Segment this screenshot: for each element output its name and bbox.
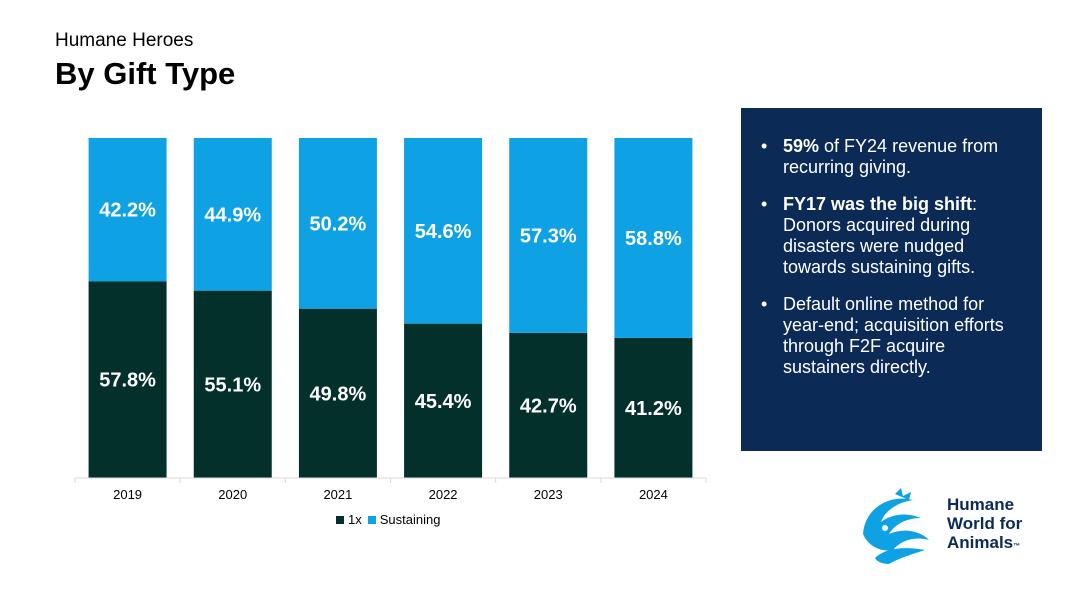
data-label-sustaining-2024: 58.8% bbox=[625, 228, 682, 250]
insight-bullet-3: Default online method for year-end; acqu… bbox=[759, 294, 1028, 378]
insight-text-3: Default online method for year-end; acqu… bbox=[783, 294, 1004, 377]
data-label-1x-2019: 57.8% bbox=[99, 370, 156, 392]
data-label-1x-2022: 45.4% bbox=[415, 391, 472, 413]
logo-line-3: Animals™ bbox=[947, 533, 1022, 556]
insight-text-1: of FY24 revenue from recurring giving. bbox=[783, 136, 999, 177]
bar-1x-2022 bbox=[404, 323, 483, 478]
data-label-sustaining-2023: 57.3% bbox=[520, 225, 577, 247]
x-tick-label-2024: 2024 bbox=[639, 487, 668, 502]
legend-item-sustaining: Sustaining bbox=[367, 512, 441, 527]
logo-line-2: World for bbox=[947, 514, 1023, 533]
x-tick-label-2019: 2019 bbox=[113, 487, 142, 502]
bar-1x-2020 bbox=[193, 290, 272, 478]
insight-bold-1: 59% bbox=[783, 136, 820, 156]
legend-item-1x: 1x bbox=[336, 512, 362, 527]
insight-bold-2: FY17 was the big shift bbox=[783, 194, 973, 214]
bar-sustaining-2022 bbox=[404, 138, 483, 324]
x-tick-label-2023: 2023 bbox=[534, 487, 563, 502]
data-label-sustaining-2019: 42.2% bbox=[99, 200, 156, 222]
data-label-1x-2020: 55.1% bbox=[204, 374, 261, 396]
data-label-1x-2024: 41.2% bbox=[625, 398, 682, 420]
animals-emblem-icon bbox=[859, 488, 931, 566]
brand-logo: Humane World for Animals™ bbox=[855, 488, 1045, 568]
bar-1x-2021 bbox=[298, 308, 377, 478]
x-tick-label-2020: 2020 bbox=[218, 487, 247, 502]
insights-panel: 59% of FY24 revenue from recurring givin… bbox=[741, 108, 1042, 451]
page-subtitle: Humane Heroes bbox=[55, 30, 194, 51]
legend-swatch-sustaining bbox=[367, 515, 376, 524]
page-title: By Gift Type bbox=[55, 56, 236, 91]
bar-sustaining-2020 bbox=[193, 138, 272, 291]
insight-text-2: : Donors acquired during disasters were … bbox=[783, 194, 978, 277]
bar-sustaining-2019 bbox=[88, 138, 167, 282]
chart-legend: 1x Sustaining bbox=[336, 512, 446, 527]
insight-bullet-2: FY17 was the big shift: Donors acquired … bbox=[759, 194, 1028, 278]
data-label-sustaining-2020: 44.9% bbox=[204, 204, 261, 226]
logo-wordmark: Humane World for Animals™ bbox=[947, 495, 1022, 556]
logo-line-1: Humane bbox=[947, 495, 1015, 514]
logo-trademark: ™ bbox=[1013, 543, 1021, 550]
bar-1x-2023 bbox=[509, 332, 588, 478]
data-label-sustaining-2021: 50.2% bbox=[310, 213, 367, 235]
x-tick-label-2021: 2021 bbox=[323, 487, 352, 502]
bar-sustaining-2023 bbox=[509, 138, 588, 333]
data-label-1x-2023: 42.7% bbox=[520, 395, 577, 417]
bar-sustaining-2021 bbox=[298, 138, 377, 309]
legend-swatch-1x bbox=[336, 515, 344, 524]
logo-line-3-text: Animals bbox=[947, 533, 1014, 552]
legend-label-1x: 1x bbox=[348, 512, 362, 527]
data-label-sustaining-2022: 54.6% bbox=[415, 221, 472, 243]
legend-label-sustaining: Sustaining bbox=[379, 512, 441, 527]
bar-1x-2024 bbox=[614, 337, 693, 478]
x-tick-label-2022: 2022 bbox=[429, 487, 458, 502]
insight-bullet-1: 59% of FY24 revenue from recurring givin… bbox=[759, 136, 1028, 178]
stacked-bar-chart: 57.8% 42.2% 2019 55.1% 44.9% 2020 49.8% 50.2% 20… bbox=[74, 138, 707, 502]
data-label-1x-2021: 49.8% bbox=[310, 383, 367, 405]
bar-sustaining-2024 bbox=[614, 138, 693, 338]
bar-1x-2019 bbox=[88, 281, 167, 478]
